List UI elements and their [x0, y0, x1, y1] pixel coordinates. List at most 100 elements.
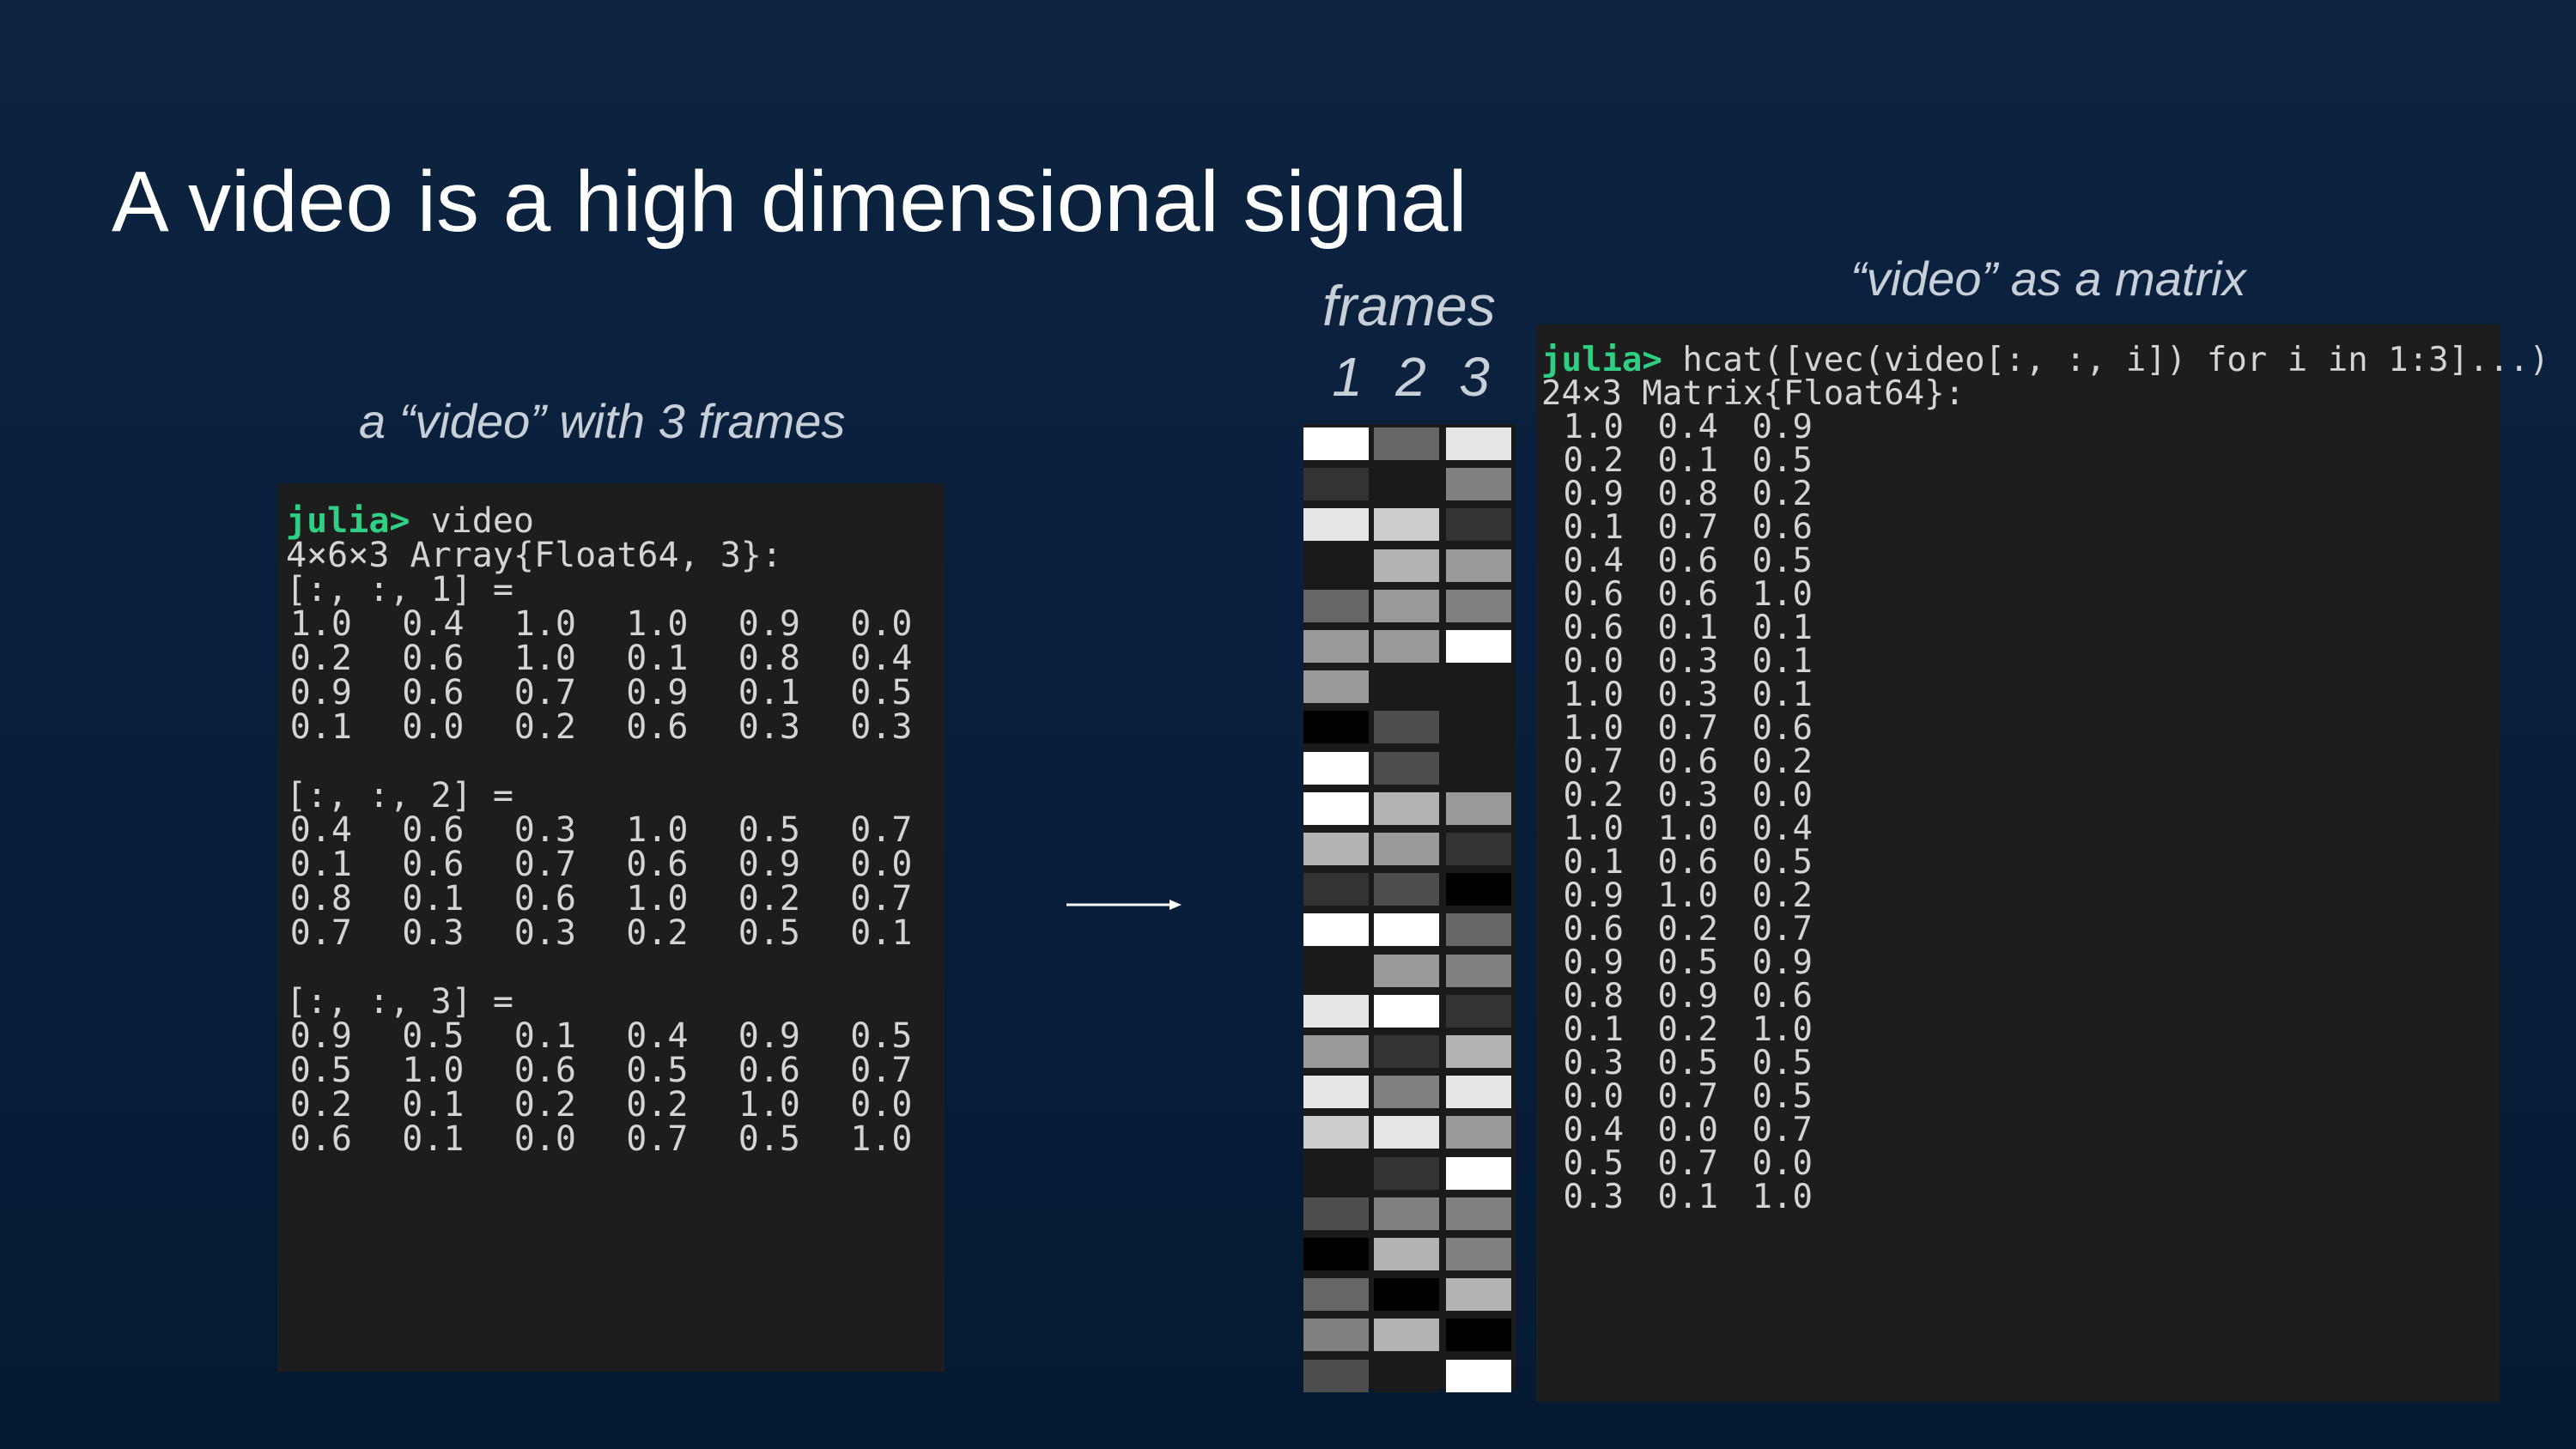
matrix-cell: 0.9: [1752, 943, 1813, 982]
matrix-cell: 0.2: [1752, 876, 1813, 915]
matrix-cell: 0.0: [850, 1085, 913, 1125]
matrix-cell: 0.7: [1657, 709, 1718, 748]
command-text: video: [410, 501, 534, 541]
matrix-cell: 0.1: [1752, 676, 1813, 714]
matrix-cell: 0.5: [850, 673, 913, 712]
matrix-cell: 0.2: [289, 1085, 352, 1125]
heatmap-cell: [1374, 913, 1439, 947]
matrix-cell: 0.5: [1752, 542, 1813, 580]
matrix-cell: 0.0: [402, 707, 465, 747]
matrix-cell: 1.0: [402, 1051, 465, 1090]
matrix-cell: 0.6: [738, 1051, 800, 1090]
matrix-cell: 0.3: [513, 913, 576, 953]
matrix-row: 0.9 0.8 0.2: [1541, 474, 2500, 513]
heatmap-cell: [1446, 913, 1511, 947]
frame-number-2: 2: [1395, 346, 1426, 408]
heatmap-cell: [1446, 1076, 1511, 1109]
matrix-cell: 0.9: [1657, 977, 1718, 1016]
matrix-cell: 0.3: [1563, 1178, 1624, 1216]
matrix-cell: 1.0: [626, 604, 689, 644]
heatmap-cell: [1446, 1278, 1511, 1312]
matrix-cell: 1.0: [289, 604, 352, 644]
matrix-row: 1.0 1.0 0.4: [1541, 809, 2500, 848]
matrix-cell: 0.7: [1752, 1111, 1813, 1149]
heatmap-cell: [1374, 589, 1439, 622]
heatmap-cell: [1446, 711, 1511, 744]
matrix-cell: 0.1: [289, 845, 352, 884]
heatmap-cell: [1303, 1238, 1369, 1270]
caption-video-frames: a “video” with 3 frames: [359, 394, 846, 448]
matrix-cell: 0.9: [289, 1016, 352, 1056]
matrix-cell: 1.0: [1563, 408, 1624, 446]
matrix-cell: 0.5: [1752, 843, 1813, 882]
matrix-cell: 0.7: [513, 673, 576, 712]
matrix-row: 0.4 0.6 0.5: [1541, 541, 2500, 580]
matrix-cell: 0.7: [850, 1051, 913, 1090]
matrix-cell: 0.4: [1752, 809, 1813, 848]
matrix-cell: 0.5: [850, 1016, 913, 1056]
heatmap-cell: [1303, 468, 1369, 501]
matrix-cell: 0.0: [513, 1119, 576, 1159]
matrix-cell: 0.4: [289, 810, 352, 850]
heatmap-cell: [1374, 670, 1439, 704]
matrix-cell: 0.7: [850, 810, 913, 850]
matrix-row: 0.9 1.0 0.2: [1541, 876, 2500, 915]
heatmap-cell: [1303, 508, 1369, 542]
heatmap-cell: [1303, 791, 1369, 825]
matrix-cell: 1.0: [1657, 809, 1718, 848]
matrix-cell: 0.5: [1657, 943, 1718, 982]
matrix-cell: 0.9: [738, 845, 800, 884]
heatmap-cell: [1374, 549, 1439, 582]
heatmap-cell: [1446, 468, 1511, 501]
matrix-cell: 0.5: [738, 913, 800, 953]
matrix-cell: 0.0: [1752, 1144, 1813, 1183]
matrix-cell: 0.1: [1657, 1178, 1718, 1216]
matrix-row: 0.7 0.6 0.2: [1541, 742, 2500, 781]
matrix-cell: 0.6: [1563, 910, 1624, 949]
matrix-cell: 0.2: [289, 639, 352, 678]
heatmap-cell: [1303, 630, 1369, 663]
matrix-cell: 0.6: [626, 707, 689, 747]
matrix-cell: 0.1: [626, 639, 689, 678]
matrix-cell: 0.3: [513, 810, 576, 850]
matrix-row: 1.0 0.7 0.6: [1541, 708, 2500, 748]
matrix-cell: 0.3: [402, 913, 465, 953]
matrix-cell: 0.9: [1563, 475, 1624, 513]
heatmap-cell: [1374, 791, 1439, 825]
matrix-cell: 0.9: [626, 673, 689, 712]
matrix-cell: 0.3: [1563, 1044, 1624, 1082]
matrix-row: 0.2 0.1 0.2 0.2 1.0 0.0: [286, 1082, 945, 1125]
type-line: 24×3 Matrix{Float64}:: [1541, 374, 1965, 413]
heatmap-cell: [1446, 751, 1511, 785]
matrix-cell: 0.4: [1563, 542, 1624, 580]
heatmap-cell: [1374, 873, 1439, 906]
right-terminal: julia> hcat([vec(video[:, :, i]) for i i…: [1536, 324, 2549, 1402]
matrix-cell: 0.2: [1563, 441, 1624, 480]
matrix-cell: 0.9: [738, 1016, 800, 1056]
heatmap-cell: [1446, 427, 1511, 460]
matrix-row: 0.7 0.3 0.3 0.2 0.5 0.1: [286, 911, 945, 953]
heatmap-cell: [1446, 1359, 1511, 1392]
matrix-cell: 0.3: [850, 707, 913, 747]
heatmap-cell: [1303, 1359, 1369, 1392]
heatmap-cell: [1303, 1116, 1369, 1149]
heatmap-cell: [1446, 791, 1511, 825]
heatmap-cell: [1303, 1278, 1369, 1312]
matrix-cell: 0.6: [402, 810, 465, 850]
matrix-cell: 0.7: [1657, 508, 1718, 547]
matrix-cell: 1.0: [850, 1119, 913, 1159]
matrix-cell: 0.6: [1657, 575, 1718, 614]
heatmap-cell: [1374, 1197, 1439, 1230]
matrix-cell: 0.1: [402, 1085, 465, 1125]
caption-matrix: “video” as a matrix: [1850, 252, 2246, 306]
matrix-cell: 0.6: [513, 1051, 576, 1090]
matrix-cell: 0.0: [850, 845, 913, 884]
matrix-cell: 1.0: [626, 879, 689, 919]
heatmap-cell: [1446, 873, 1511, 906]
heatmap-cell: [1374, 1238, 1439, 1270]
heatmap-cell: [1446, 833, 1511, 865]
matrix-row: 0.1 0.0 0.2 0.6 0.3 0.3: [286, 705, 945, 747]
matrix-cell: 0.7: [1752, 910, 1813, 949]
heatmap-cell: [1303, 670, 1369, 704]
matrix-cell: 1.0: [1657, 876, 1718, 915]
